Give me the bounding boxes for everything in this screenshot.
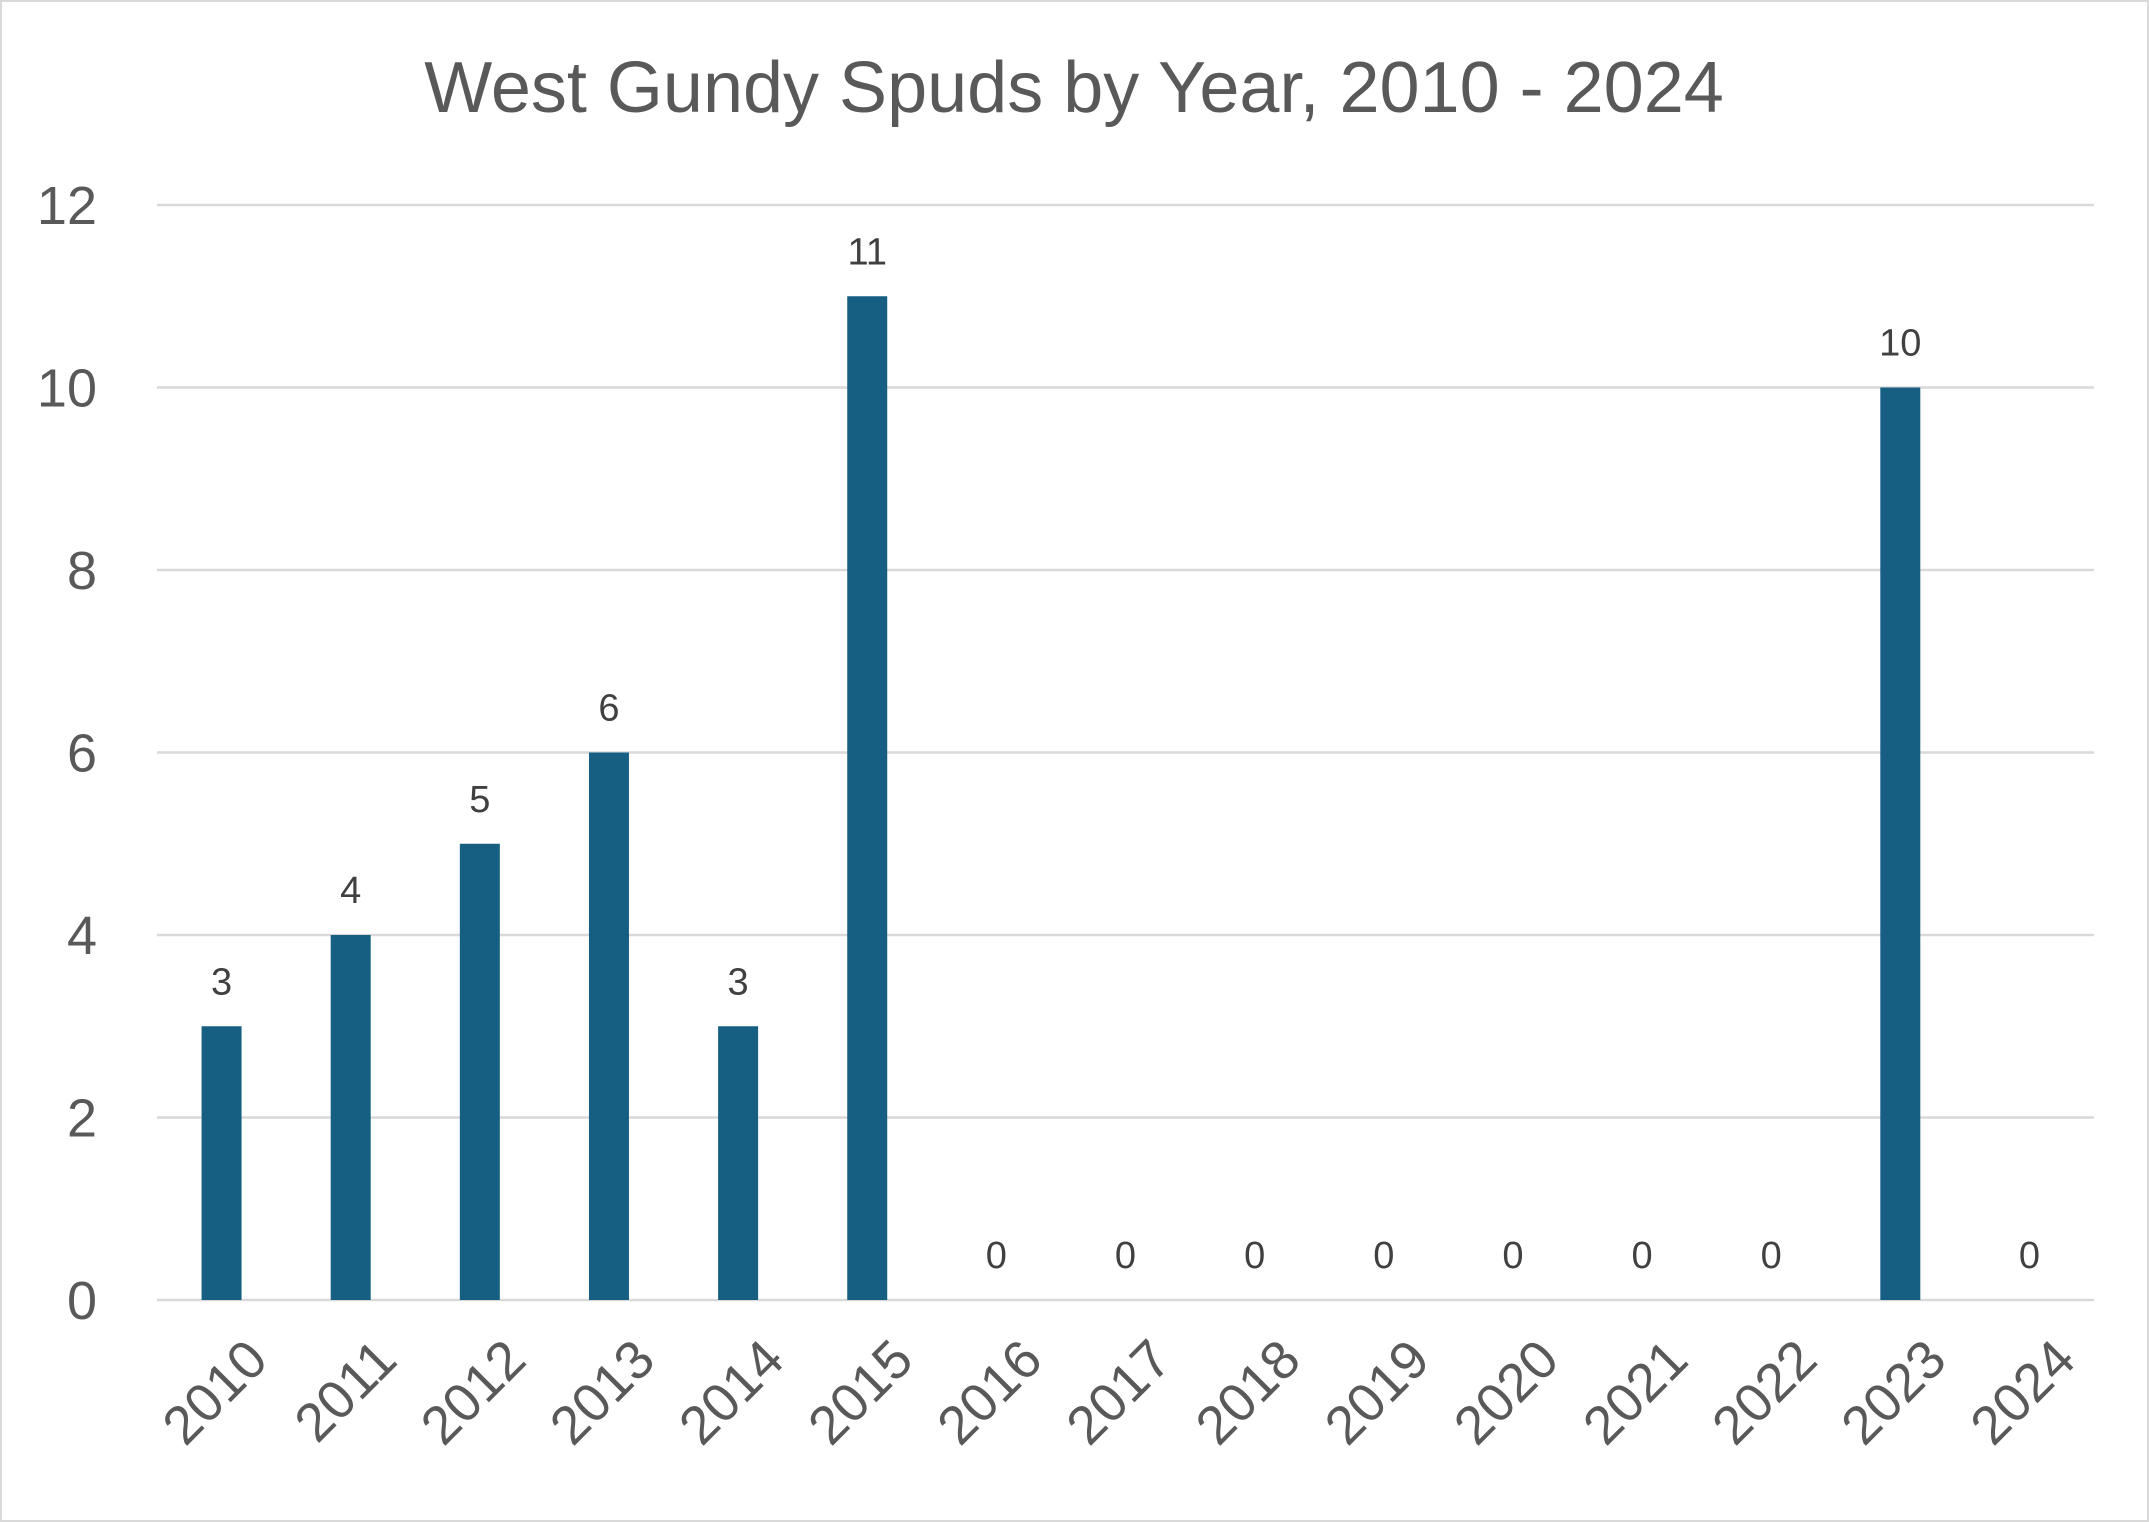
x-tick-label-2018: 2018 — [1184, 1329, 1311, 1456]
data-label-2017: 0 — [1115, 1235, 1136, 1277]
x-tick-label-2019: 2019 — [1314, 1329, 1441, 1456]
bar-2014 — [718, 1026, 759, 1300]
data-label-2010: 3 — [211, 961, 232, 1003]
data-labels: 3 4 5 6 3 11 0 0 0 0 0 0 0 10 0 — [211, 231, 2040, 1277]
x-tick-label-2017: 2017 — [1055, 1329, 1182, 1456]
data-label-2024: 0 — [2019, 1235, 2040, 1277]
data-label-2020: 0 — [1502, 1235, 1523, 1277]
data-label-2013: 6 — [598, 688, 619, 730]
data-label-2014: 3 — [728, 961, 749, 1003]
x-axis-tick-labels: 2010 2011 2012 2013 2014 2015 2016 2017 2018 2019… — [151, 1329, 2086, 1456]
y-tick-label: 4 — [67, 906, 97, 966]
gridlines — [157, 203, 2094, 1302]
bar-2023 — [1880, 387, 1921, 1300]
x-tick-label-2020: 2020 — [1443, 1329, 1570, 1456]
x-tick-label-2010: 2010 — [151, 1329, 278, 1456]
x-tick-label-2015: 2015 — [797, 1329, 924, 1456]
data-label-2023: 10 — [1879, 323, 1921, 365]
y-tick-label: 12 — [37, 176, 97, 236]
bar-2012 — [459, 843, 500, 1300]
bar-2010 — [201, 1026, 242, 1300]
x-tick-label-2023: 2023 — [1830, 1329, 1957, 1456]
x-tick-label-2012: 2012 — [410, 1329, 537, 1456]
y-tick-label: 8 — [67, 541, 97, 601]
chart-title: West Gundy Spuds by Year, 2010 - 2024 — [424, 48, 1724, 128]
bar-2013 — [588, 752, 629, 1300]
bar-2011 — [330, 935, 371, 1300]
data-label-2018: 0 — [1244, 1235, 1265, 1277]
bar-2015 — [847, 296, 888, 1300]
y-tick-label: 0 — [67, 1271, 97, 1331]
x-tick-label-2014: 2014 — [668, 1329, 795, 1456]
y-tick-label: 6 — [67, 724, 97, 784]
data-label-2016: 0 — [986, 1235, 1007, 1277]
bars — [201, 296, 1921, 1300]
data-label-2022: 0 — [1761, 1235, 1782, 1277]
data-label-2015: 11 — [848, 231, 887, 273]
x-tick-label-2022: 2022 — [1701, 1329, 1828, 1456]
y-tick-label: 2 — [67, 1089, 97, 1149]
data-label-2021: 0 — [1631, 1235, 1652, 1277]
x-tick-label-2021: 2021 — [1572, 1329, 1699, 1456]
y-axis-tick-labels: 0 2 4 6 8 10 12 — [37, 176, 97, 1331]
x-tick-label-2011: 2011 — [283, 1329, 408, 1454]
x-tick-label-2024: 2024 — [1959, 1329, 2086, 1456]
data-label-2019: 0 — [1373, 1235, 1394, 1277]
data-label-2011: 4 — [340, 870, 361, 912]
x-tick-label-2016: 2016 — [926, 1329, 1053, 1456]
x-tick-label-2013: 2013 — [539, 1329, 666, 1456]
y-tick-label: 10 — [37, 359, 97, 419]
data-label-2012: 5 — [469, 779, 490, 821]
